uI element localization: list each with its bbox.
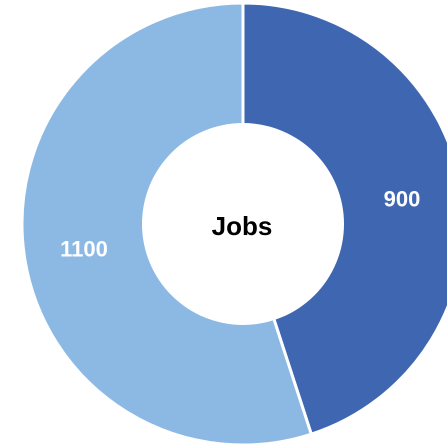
data-label-0: 900	[384, 186, 421, 211]
data-labels: 900 1100	[60, 186, 420, 261]
center-label: Jobs	[212, 211, 273, 241]
donut-hole	[142, 123, 344, 325]
data-label-1: 1100	[60, 237, 108, 262]
donut-slice-0	[241, 1, 447, 437]
